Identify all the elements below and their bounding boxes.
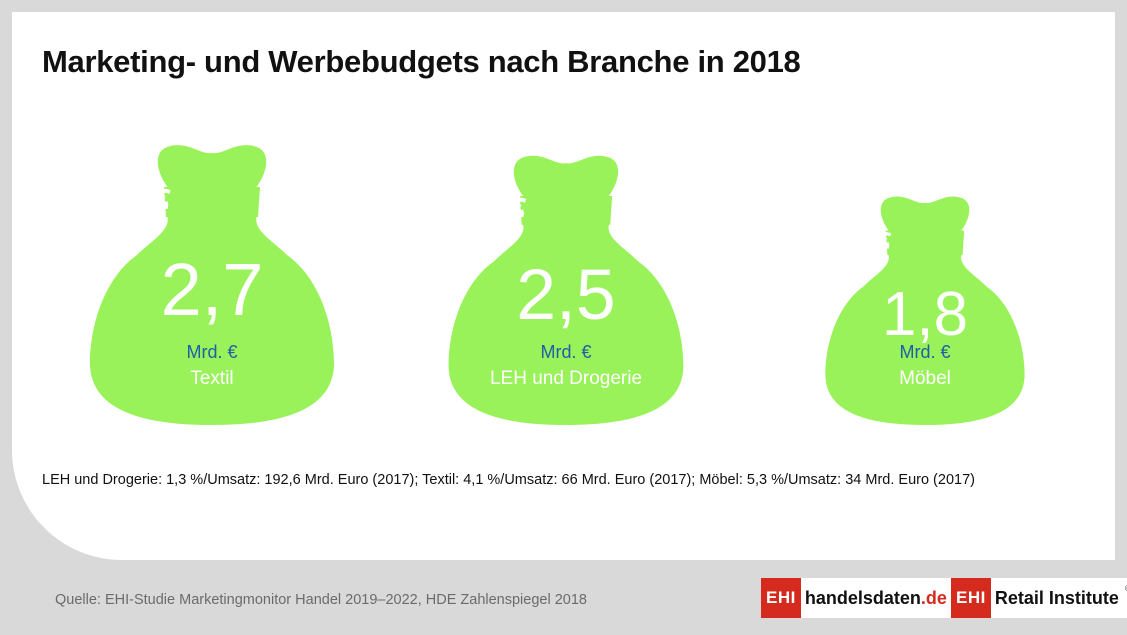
bar-bag-0 (90, 145, 334, 425)
unit-label: Mrd. € (186, 342, 237, 362)
footnote: LEH und Drogerie: 1,3 %/Umsatz: 192,6 Mr… (42, 472, 975, 488)
bar-bag-2 (825, 196, 1025, 425)
unit-label: Mrd. € (899, 342, 950, 362)
retail-institute-label: Retail Institute (994, 587, 1119, 608)
data-label-value: 2,5 (516, 255, 615, 335)
handelsdaten-label: handelsdaten (804, 587, 921, 608)
data-label-value: 1,8 (882, 280, 968, 349)
handelsdaten-logo[interactable]: EHI handelsdaten .de (761, 578, 953, 618)
registered-mark: ® (1125, 584, 1127, 593)
ehi-retail-institute-logo[interactable]: EHI Retail Institute ® (951, 578, 1127, 618)
page-title: Marketing- und Werbebudgets nach Branche… (42, 44, 801, 79)
bar-bag-1 (448, 155, 684, 425)
category-label: LEH und Drogerie (490, 368, 642, 389)
ehi-mark: EHI (761, 578, 801, 618)
source-text: Quelle: EHI-Studie Marketingmonitor Hand… (55, 592, 587, 608)
category-label: Textil (190, 368, 233, 389)
ehi-mark: EHI (951, 578, 991, 618)
unit-label: Mrd. € (540, 342, 591, 362)
handelsdaten-tld: .de (920, 587, 947, 608)
category-label: Möbel (899, 368, 951, 389)
data-label-value: 2,7 (161, 248, 264, 331)
